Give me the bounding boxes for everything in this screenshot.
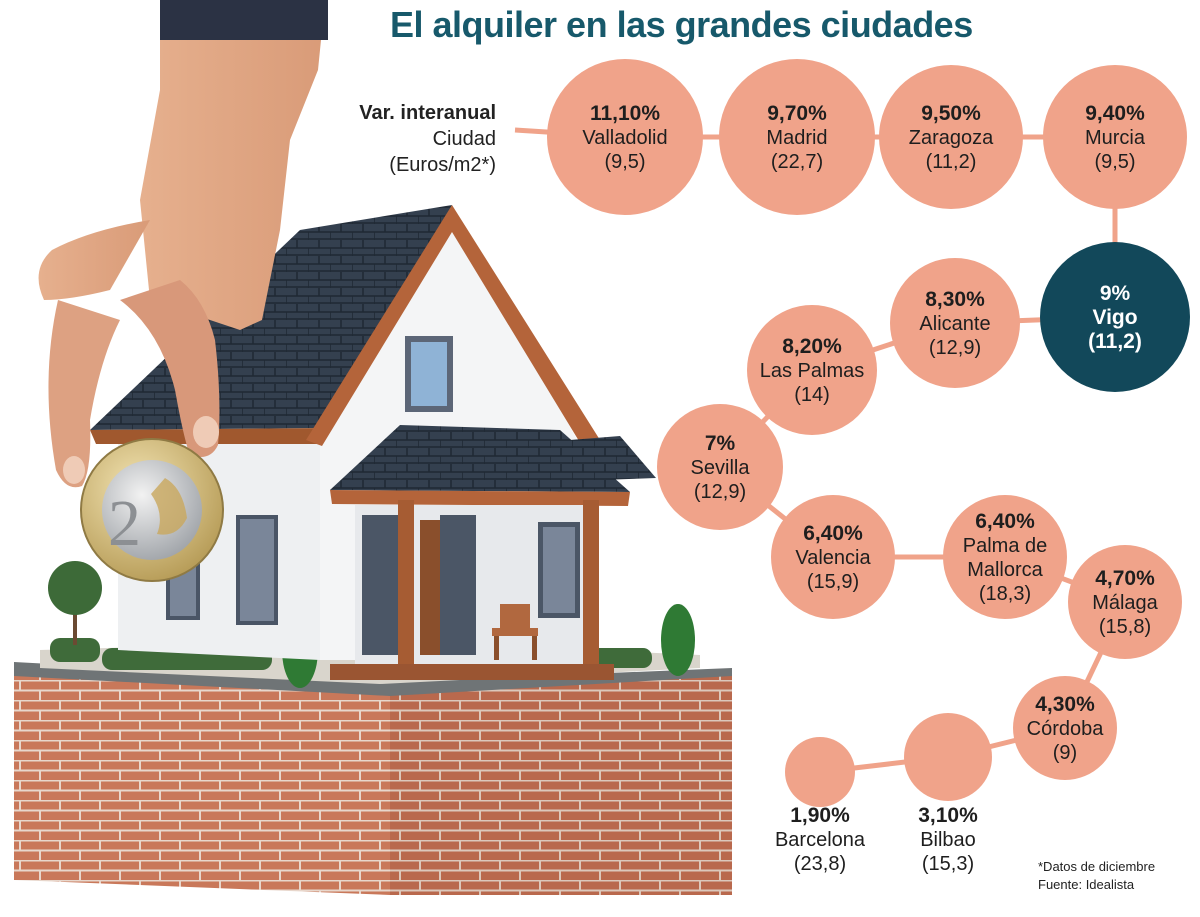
bubble-circle <box>747 305 877 435</box>
chart-title: El alquiler en las grandes ciudades <box>390 4 973 45</box>
city-bubble: 7%Sevilla(12,9) <box>657 404 783 530</box>
legend-price-label: (Euros/m2*) <box>389 154 496 176</box>
bubble-price: (11,2) <box>926 151 977 173</box>
bubble-city-name: Bilbao <box>920 829 976 851</box>
bubble-price: (15,9) <box>807 571 859 593</box>
bubble-circle <box>719 59 875 215</box>
bubble-city-name: Madrid <box>766 127 827 149</box>
bubble-circle <box>547 59 703 215</box>
bubble-percentage: 7% <box>705 432 736 455</box>
city-bubble: 6,40%Valencia(15,9) <box>771 495 895 619</box>
bubble-price: (15,3) <box>922 853 974 875</box>
city-bubble: 9,70%Madrid(22,7) <box>719 59 875 215</box>
bubble-price: (9) <box>1053 742 1077 764</box>
bubble-price: (9,5) <box>1094 151 1135 173</box>
bubble-percentage: 4,70% <box>1095 567 1155 590</box>
bubble-circle <box>1068 545 1182 659</box>
city-bubble: 8,30%Alicante(12,9) <box>890 258 1020 388</box>
bubble-price: (11,2) <box>1088 330 1142 353</box>
bubble-circle <box>904 713 992 801</box>
legend-key: Var. interanual Ciudad (Euros/m2*) <box>300 100 496 178</box>
city-bubble: 11,10%Valladolid(9,5) <box>547 59 703 215</box>
bubble-price: (9,5) <box>604 151 645 173</box>
bubble-percentage: 4,30% <box>1035 693 1095 716</box>
bubble-percentage: 1,90% <box>790 804 850 827</box>
bubble-city-name: Córdoba <box>1027 718 1105 740</box>
bubble-city-name: Málaga <box>1092 592 1158 614</box>
city-bubble: 9,50%Zaragoza(11,2) <box>879 65 1023 209</box>
bubble-city-name: Barcelona <box>775 829 866 851</box>
bubble-percentage: 9,70% <box>767 102 827 125</box>
bubble-percentage: 11,10% <box>590 102 660 125</box>
bubble-price: (14) <box>794 384 830 406</box>
legend-city-label: Ciudad <box>432 128 496 150</box>
bubble-price: (12,9) <box>694 481 746 503</box>
city-bubble: 9,40%Murcia(9,5) <box>1043 65 1187 209</box>
bubble-city-name: Alicante <box>919 313 990 335</box>
footnote-data-note: *Datos de diciembre <box>1038 859 1156 874</box>
bubble-percentage: 9,40% <box>1085 102 1145 125</box>
bubble-circle <box>657 404 783 530</box>
house-illustration: 2 <box>14 0 732 895</box>
bubble-city-name: Vigo <box>1092 306 1137 329</box>
connector-lines <box>514 127 1128 775</box>
city-bubble: 4,70%Málaga(15,8) <box>1068 545 1182 659</box>
bubble-city-name: Las Palmas <box>760 360 865 382</box>
bubble-price: (22,7) <box>771 151 823 173</box>
bubble-circle <box>1040 242 1190 392</box>
bubble-percentage: 9% <box>1100 282 1131 305</box>
bubble-percentage: 6,40% <box>975 510 1035 533</box>
bubble-circle <box>1043 65 1187 209</box>
bubble-city-name: Sevilla <box>691 457 751 479</box>
bubble-percentage: 9,50% <box>921 102 981 125</box>
svg-text:2: 2 <box>108 487 141 560</box>
bubble-circle <box>879 65 1023 209</box>
bubble-percentage: 8,20% <box>782 335 842 358</box>
bubble-city-name: Murcia <box>1085 127 1146 149</box>
legend-variation-label: Var. interanual <box>359 102 496 124</box>
bubble-city-name: Palma de <box>963 535 1048 557</box>
bubble-percentage: 8,30% <box>925 288 985 311</box>
bubble-circle <box>890 258 1020 388</box>
bubble-price: (23,8) <box>794 853 846 875</box>
bubble-percentage: 6,40% <box>803 522 863 545</box>
city-bubble: 8,20%Las Palmas(14) <box>747 305 877 435</box>
city-bubble: 1,90%Barcelona(23,8) <box>775 737 866 875</box>
footnote-source: Fuente: Idealista <box>1038 877 1135 892</box>
bubble-price: (15,8) <box>1099 616 1151 638</box>
bubble-circle <box>943 495 1067 619</box>
footnote: *Datos de diciembre Fuente: Idealista <box>1038 858 1198 894</box>
bubble-city-name: Valladolid <box>582 127 667 149</box>
bubble-circle <box>771 495 895 619</box>
bubble-city-name: Zaragoza <box>909 127 994 149</box>
bubble-city-name: Valencia <box>795 547 871 569</box>
bubble-price: (18,3) <box>979 583 1031 605</box>
bubble-percentage: 3,10% <box>918 804 978 827</box>
city-bubble: 3,10%Bilbao(15,3) <box>904 713 992 875</box>
bubble-city-name: Mallorca <box>967 559 1043 581</box>
bubble-price: (12,9) <box>929 337 981 359</box>
bubble-circle <box>785 737 855 807</box>
city-bubble: 9%Vigo(11,2) <box>1040 242 1190 392</box>
bubble-circle <box>1013 676 1117 780</box>
city-bubble: 4,30%Córdoba(9) <box>1013 676 1117 780</box>
